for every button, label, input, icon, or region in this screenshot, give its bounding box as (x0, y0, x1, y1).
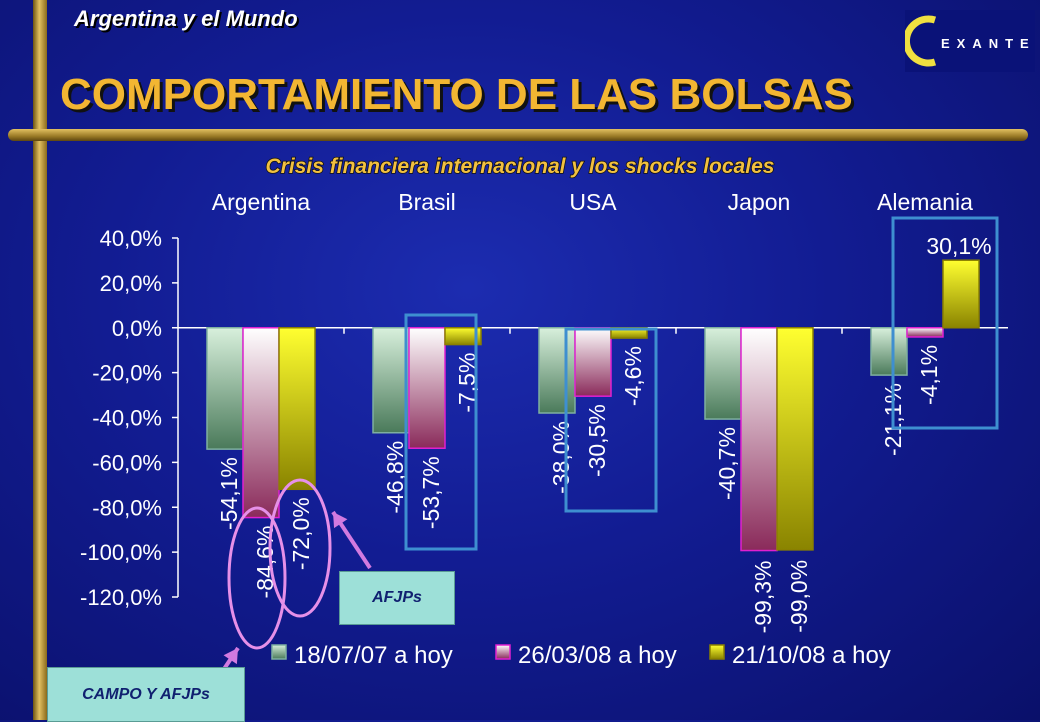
arrow-afjps-head (333, 512, 348, 529)
y-tick-label: 0,0% (112, 316, 162, 341)
bar (906, 327, 944, 338)
data-label: -46,8% (382, 441, 408, 514)
data-label: -38,0% (548, 421, 574, 494)
bar (740, 327, 778, 552)
data-label: -99,0% (786, 560, 812, 633)
data-label: -30,5% (584, 404, 610, 477)
arrow-campo-head (223, 648, 238, 665)
ellipse-campo (227, 506, 287, 650)
y-tick-label: -40,0% (92, 406, 162, 431)
ellipse-afjps (268, 478, 332, 618)
logo-arc (902, 15, 937, 67)
data-label: -4,1% (916, 345, 942, 405)
y-tick-label: -20,0% (92, 361, 162, 386)
gold-vertical-bar (33, 0, 47, 720)
y-tick-label: -120,0% (80, 585, 162, 610)
legend-swatch (709, 644, 725, 660)
y-tick-label: -60,0% (92, 450, 162, 475)
exante-logo: EXANTE (902, 10, 1035, 72)
bar (704, 327, 742, 420)
bar (206, 327, 244, 450)
bar (444, 327, 482, 346)
gold-horizontal-bar (8, 129, 1028, 141)
chart-title: Crisis financiera internacional y los sh… (266, 155, 775, 178)
data-label: -99,3% (750, 561, 776, 634)
highlight-box-alemania (891, 216, 999, 430)
data-label: -53,7% (418, 456, 444, 529)
data-label: -40,7% (714, 427, 740, 500)
category-label: Brasil (398, 189, 456, 215)
data-label: 30,1% (926, 233, 991, 259)
bar (538, 327, 576, 414)
callout-afjps: AFJPs (339, 571, 455, 625)
bar (408, 327, 446, 449)
data-label: -54,1% (216, 457, 242, 530)
category-label: Japon (728, 189, 791, 215)
data-label: -4,6% (620, 346, 646, 406)
page-title: COMPORTAMIENTO DE LAS BOLSAS (60, 70, 853, 119)
bar (870, 327, 908, 376)
category-label: Alemania (877, 189, 973, 215)
legend-label: 26/03/08 a hoy (518, 642, 677, 669)
bar (278, 327, 316, 491)
highlight-box-usa (564, 327, 658, 513)
y-tick-label: -80,0% (92, 495, 162, 520)
y-tick-label: 20,0% (100, 271, 162, 296)
bar (242, 327, 280, 519)
category-label: USA (569, 189, 617, 215)
callout-campo-y-afjps: CAMPO Y AFJPs (47, 667, 245, 722)
bar (776, 327, 814, 551)
bar (574, 327, 612, 397)
legend-label: 18/07/07 a hoy (294, 642, 453, 669)
bar (372, 327, 410, 434)
y-tick-label: 40,0% (100, 226, 162, 251)
y-tick-label: -100,0% (80, 540, 162, 565)
legend-swatch (271, 644, 287, 660)
header-subtitle: Argentina y el Mundo (74, 6, 298, 31)
legend-swatch (495, 644, 511, 660)
highlight-box-brasil (404, 313, 478, 551)
category-label: Argentina (212, 189, 311, 215)
legend-label: 21/10/08 a hoy (732, 642, 891, 669)
data-label: -72,0% (288, 497, 314, 570)
bar (942, 259, 980, 329)
logo-text: EXANTE (941, 36, 1035, 51)
